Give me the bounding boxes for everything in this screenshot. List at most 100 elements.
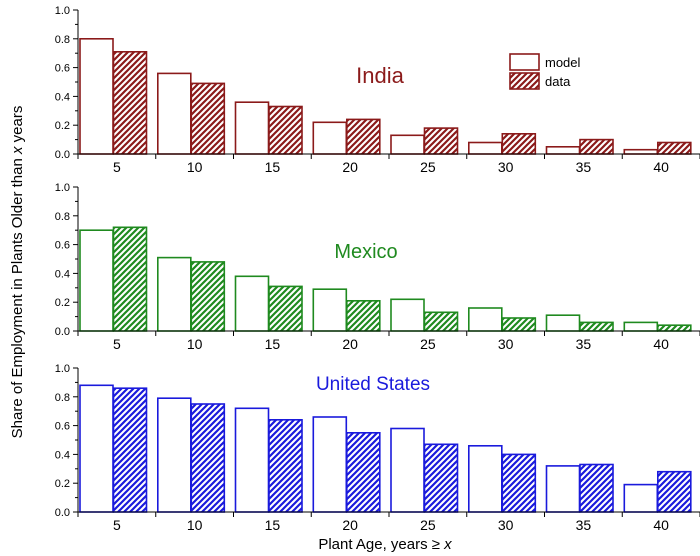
bar-model [545,465,581,513]
y-tick-label: 0.0 [55,149,70,161]
panel-title-united-states: United States [316,374,430,395]
bar-model [623,321,659,332]
bar-data [112,387,148,513]
legend-model-label: model [545,55,581,70]
bar-data [268,285,303,332]
y-tick-label: 0.2 [55,120,70,132]
y-tick-label: 0.6 [55,63,70,75]
bar-model [312,288,348,332]
y-tick-label: 0.0 [55,326,70,338]
bar-model [234,275,270,332]
x-tick-label: 20 [342,159,358,175]
bar-model [312,121,348,155]
bar-model [623,483,659,513]
x-tick-label: 25 [420,517,436,533]
panel-india: 0.0 0.2 0.4 0.6 0.8 1.0 5 10 15 20 25 30 35 40 India [55,5,700,175]
bar-model [623,148,659,155]
bar-model [545,146,581,155]
y-tick-label: 0.2 [55,297,70,309]
x-tick-label: 20 [342,336,358,352]
bar-data [579,463,614,513]
y-tick-label: 0.8 [55,34,70,46]
x-tick-label: 40 [653,159,669,175]
panel-united-states: 0.0 0.2 0.4 0.6 0.8 1.0 5 10 15 20 25 30 35 40 United … [55,363,700,533]
y-tick-label: 1.0 [55,5,70,17]
x-tick-label: 40 [653,336,669,352]
bar-data [501,453,537,513]
bar-data [423,127,459,155]
y-tick-label: 0.8 [55,392,70,404]
x-tick-label: 35 [576,159,592,175]
bar-model [312,416,348,513]
panel-title-india: India [356,63,404,88]
panel-mexico: 0.0 0.2 0.4 0.6 0.8 1.0 5 10 15 20 25 30 35 40 Mexico [55,182,700,352]
x-axis-title-var: x [443,536,452,553]
bar-data [112,226,148,332]
bar-model [467,141,503,155]
y-tick-label: 0.0 [55,507,70,519]
panel-title-mexico: Mexico [334,241,397,263]
bar-data [423,443,459,513]
x-tick-label: 20 [342,517,358,533]
bar-model [467,444,503,513]
x-tick-label: 35 [576,336,592,352]
bar-data [345,299,381,332]
x-tick-label: 40 [653,517,669,533]
bar-model [467,307,503,332]
y-tick-label: 0.4 [55,449,70,461]
x-axis-title: Plant Age, years ≥ x [318,536,452,553]
y-tick-label: 0.8 [55,211,70,223]
bar-data [268,105,303,155]
x-tick-label: 5 [113,159,121,175]
bar-data [656,141,692,155]
x-axis-title-op: ≥ [432,536,440,553]
bar-model [157,397,192,513]
bar-data [501,133,537,155]
bar-model [390,298,425,332]
bar-data [501,317,537,332]
bar-model [157,256,192,332]
x-tick-label: 10 [187,517,203,533]
x-tick-label: 25 [420,159,436,175]
y-tick-label: 1.0 [55,363,70,375]
bar-data [656,324,692,332]
y-tick-label: 0.4 [55,91,70,103]
bar-data [112,50,148,155]
x-tick-label: 5 [113,336,121,352]
bar-model [390,134,425,155]
bar-data [190,82,226,155]
bar-data [423,311,459,332]
bar-data [345,118,381,155]
y-tick-label: 0.4 [55,268,70,280]
bar-data [268,418,303,513]
y-axis-title-var: x [9,146,26,155]
bar-model [234,407,270,513]
legend-data-label: data [545,74,571,89]
bar-model [79,37,114,155]
x-tick-label: 10 [187,336,203,352]
x-tick-label: 30 [498,159,514,175]
x-tick-label: 30 [498,517,514,533]
y-tick-label: 1.0 [55,182,70,194]
x-tick-label: 15 [265,517,281,533]
bar-model [234,101,270,155]
x-tick-label: 30 [498,336,514,352]
x-tick-label: 35 [576,517,592,533]
x-tick-label: 15 [265,159,281,175]
bar-data [579,321,614,332]
bar-model [390,427,425,513]
y-tick-label: 0.2 [55,478,70,490]
y-axis-title-suffix: years [9,106,26,147]
y-tick-label: 0.6 [55,240,70,252]
bar-data [190,403,226,513]
bar-model [79,229,114,332]
legend-model-swatch [509,53,540,71]
bar-model [157,72,192,155]
legend: model data [509,53,581,90]
x-tick-label: 10 [187,159,203,175]
bar-data [345,431,381,513]
bar-data [190,261,226,332]
legend-data-swatch [509,72,540,90]
x-tick-label: 15 [265,336,281,352]
